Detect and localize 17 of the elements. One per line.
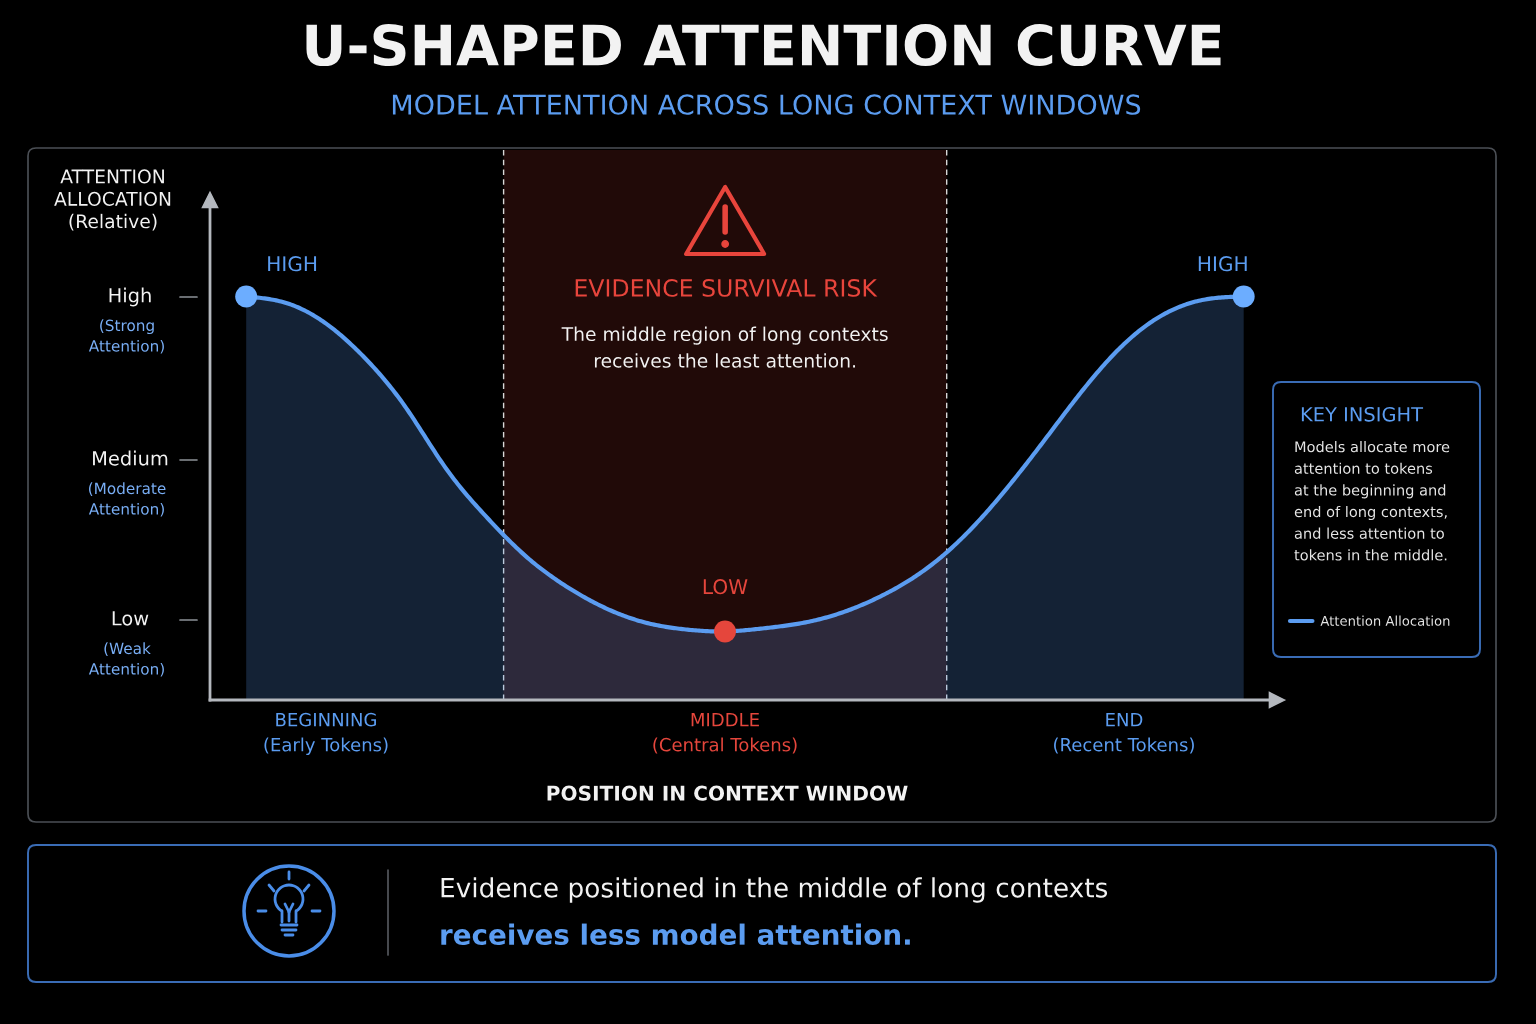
y-axis-title: ATTENTION ALLOCATION (Relative) xyxy=(54,169,171,231)
text: Evidence positioned in the middle of long contexts xyxy=(441,877,1108,903)
text: receives less model attention. xyxy=(441,923,910,946)
x-tick-label: MIDDLE (Central Tokens) xyxy=(653,713,797,754)
text: HIGH xyxy=(1198,256,1247,272)
text: Low (Weak Attention) xyxy=(88,611,164,677)
text: Medium (Moderate Attention) xyxy=(88,450,168,517)
chart-title: U-SHAPED ATTENTION CURVE xyxy=(306,24,1221,67)
x-tick-label: BEGINNING (Early Tokens) xyxy=(264,712,388,755)
x-axis-title: POSITION IN CONTEXT WINDOW xyxy=(547,785,908,801)
text: Models allocate more attention to tokens at the beginning and end of long contexts, and less attention to tokens in the middle. xyxy=(1294,441,1450,561)
text: KEY INSIGHT xyxy=(1301,406,1424,422)
legend-label: Attention Allocation xyxy=(1320,615,1450,626)
chart-subtitle: MODEL ATTENTION ACROSS LONG CONTEXT WINDOWS xyxy=(392,94,1141,115)
text: HIGH xyxy=(268,256,317,272)
x-tick-label: END (Recent Tokens) xyxy=(1054,713,1194,754)
text: High (Strong Attention) xyxy=(88,287,164,354)
